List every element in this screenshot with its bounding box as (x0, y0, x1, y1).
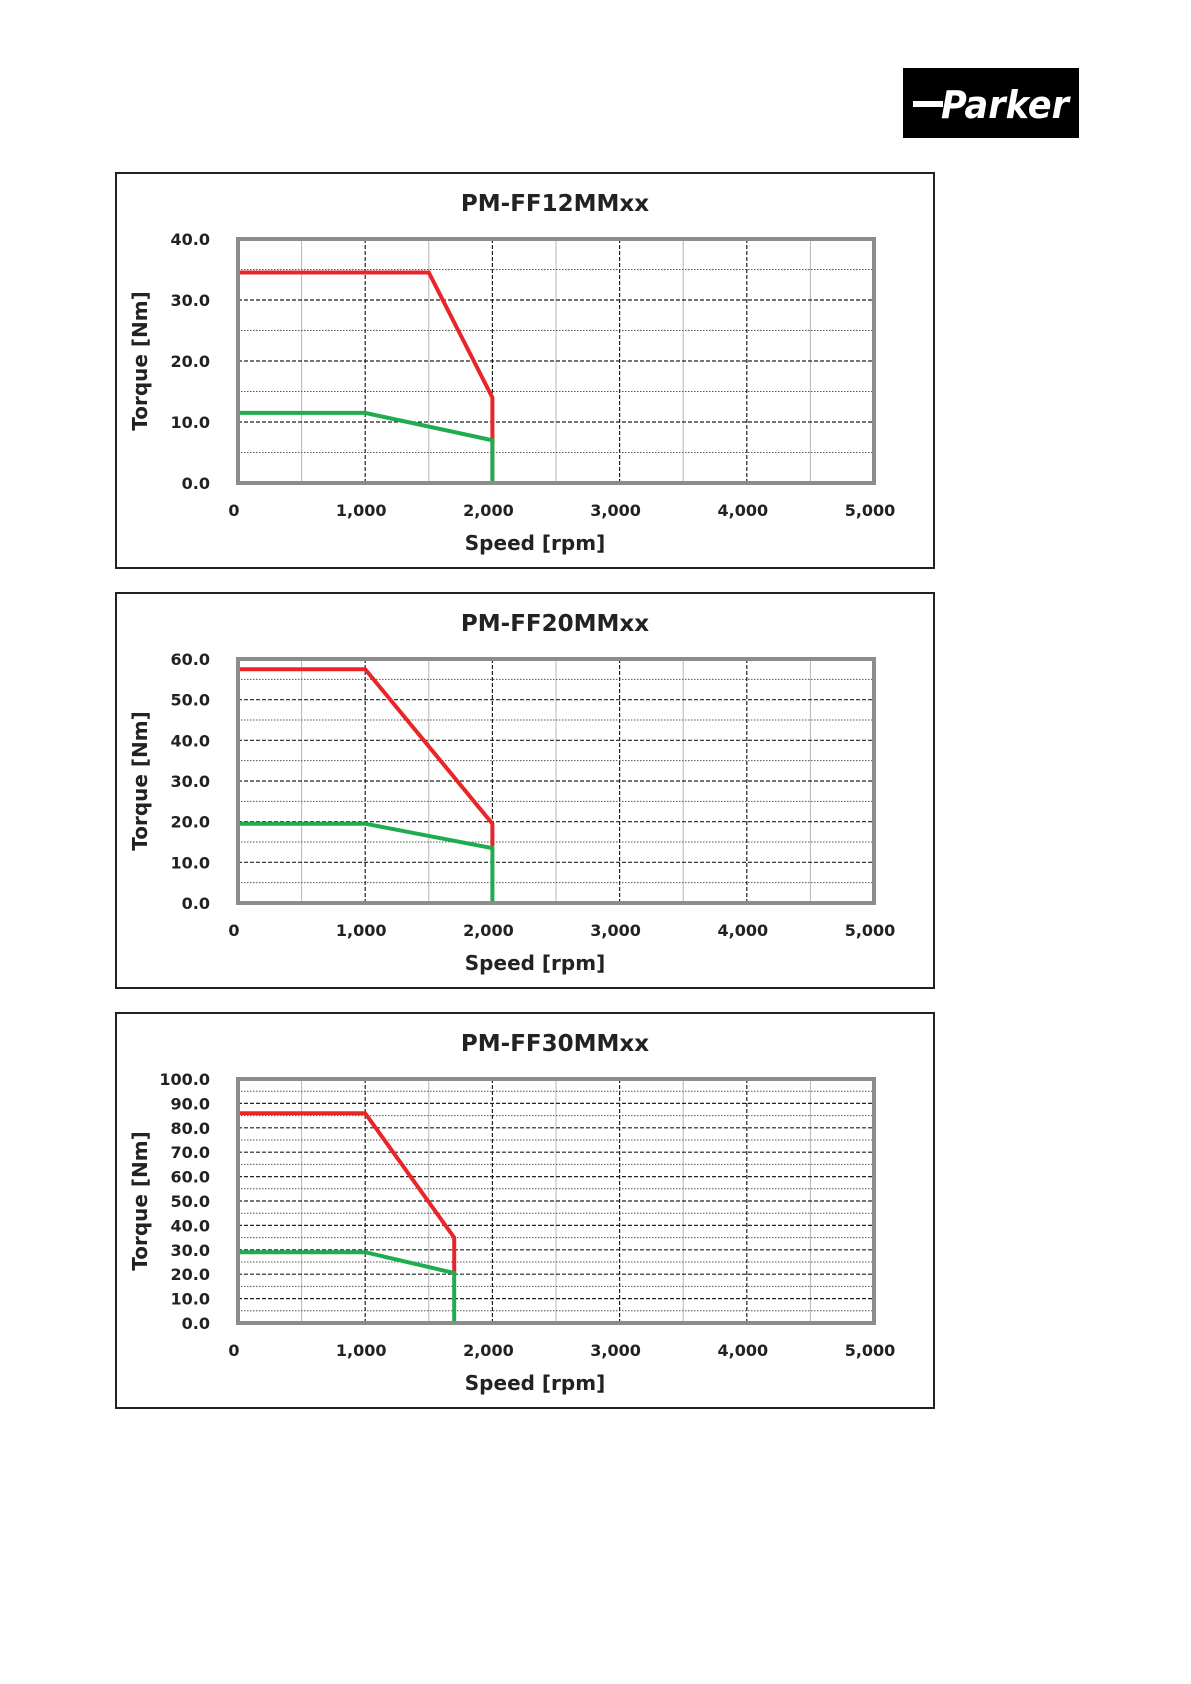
y-tick-label: 80.0 (171, 1119, 210, 1138)
y-tick-label: 70.0 (171, 1143, 210, 1162)
y-tick-label: 20.0 (171, 813, 210, 832)
plot-border (236, 1077, 876, 1325)
chart-panel-3: PM-FF30MMxx 0.0 10.0 20.0 30.0 40.0 50.0 60.0 70… (115, 1012, 935, 1409)
y-tick-label: 30.0 (171, 1241, 210, 1260)
x-tick-label: 4,000 (717, 1341, 768, 1360)
y-tick-label: 100.0 (159, 1070, 210, 1089)
y-axis-label: Torque [Nm] (128, 711, 152, 851)
series-line-1 (238, 667, 495, 847)
y-tick-label: 0.0 (182, 894, 210, 913)
y-tick-label: 20.0 (171, 352, 210, 371)
series-line-2 (238, 1250, 457, 1323)
series-line-1 (238, 1111, 457, 1275)
y-axis-label: Torque [Nm] (128, 1131, 152, 1271)
x-tick-label: 1,000 (336, 1341, 387, 1360)
plot-border (236, 657, 876, 905)
x-axis-label: Speed [rpm] (465, 951, 605, 975)
parker-logo: Parker (903, 68, 1079, 138)
y-axis-label: Torque [Nm] (128, 291, 152, 431)
x-tick-label: 1,000 (336, 921, 387, 940)
x-tick-label: 5,000 (845, 501, 896, 520)
x-tick-label: 3,000 (590, 501, 641, 520)
y-tick-label: 40.0 (171, 1216, 210, 1235)
y-tick-label: 0.0 (182, 474, 210, 493)
chart-title: PM-FF30MMxx (461, 1031, 649, 1057)
torque-speed-chart-2: PM-FF20MMxx 0.0 10.0 20.0 30.0 40.0 50.0 60.0 0 1… (128, 611, 896, 975)
x-tick-label: 2,000 (463, 501, 514, 520)
chart-title: PM-FF20MMxx (461, 611, 649, 637)
y-tick-label: 60.0 (171, 1168, 210, 1187)
plot-border (236, 237, 876, 485)
x-tick-label: 3,000 (590, 1341, 641, 1360)
y-tick-label: 0.0 (182, 1314, 210, 1333)
y-tick-label: 60.0 (171, 650, 210, 669)
parker-logo-graphic: Parker (903, 68, 1079, 138)
x-tick-label: 5,000 (845, 921, 896, 940)
y-tick-label: 10.0 (171, 853, 210, 872)
y-tick-label: 50.0 (171, 691, 210, 710)
x-tick-label: 0 (228, 501, 239, 520)
x-tick-label: 2,000 (463, 1341, 514, 1360)
x-tick-label: 0 (228, 921, 239, 940)
x-axis-label: Speed [rpm] (465, 1371, 605, 1395)
parker-logo-text: Parker (941, 83, 1071, 127)
y-tick-label: 10.0 (171, 413, 210, 432)
x-axis-label: Speed [rpm] (465, 531, 605, 555)
x-tick-label: 4,000 (717, 501, 768, 520)
chart-panel-1: PM-FF12MMxx 0.0 10.0 20.0 30.0 40.0 0 1,000 2,00… (115, 172, 935, 569)
series-line-2 (238, 821, 495, 903)
x-tick-label: 5,000 (845, 1341, 896, 1360)
x-tick-label: 1,000 (336, 501, 387, 520)
x-tick-label: 2,000 (463, 921, 514, 940)
chart-title: PM-FF12MMxx (461, 191, 649, 217)
chart-panel-2: PM-FF20MMxx 0.0 10.0 20.0 30.0 40.0 50.0 60.0 0 1… (115, 592, 935, 989)
x-tick-label: 3,000 (590, 921, 641, 940)
x-tick-label: 4,000 (717, 921, 768, 940)
y-tick-label: 90.0 (171, 1094, 210, 1113)
y-tick-label: 40.0 (171, 230, 210, 249)
series-line-2 (238, 410, 495, 483)
y-tick-label: 40.0 (171, 731, 210, 750)
y-tick-label: 30.0 (171, 772, 210, 791)
torque-speed-chart-1: PM-FF12MMxx 0.0 10.0 20.0 30.0 40.0 0 1,000 2,00… (128, 191, 896, 555)
x-tick-label: 0 (228, 1341, 239, 1360)
y-tick-label: 20.0 (171, 1265, 210, 1284)
torque-speed-chart-3: PM-FF30MMxx 0.0 10.0 20.0 30.0 40.0 50.0 60.0 70… (128, 1031, 896, 1395)
y-tick-label: 10.0 (171, 1290, 210, 1309)
y-tick-label: 30.0 (171, 291, 210, 310)
y-tick-label: 50.0 (171, 1192, 210, 1211)
